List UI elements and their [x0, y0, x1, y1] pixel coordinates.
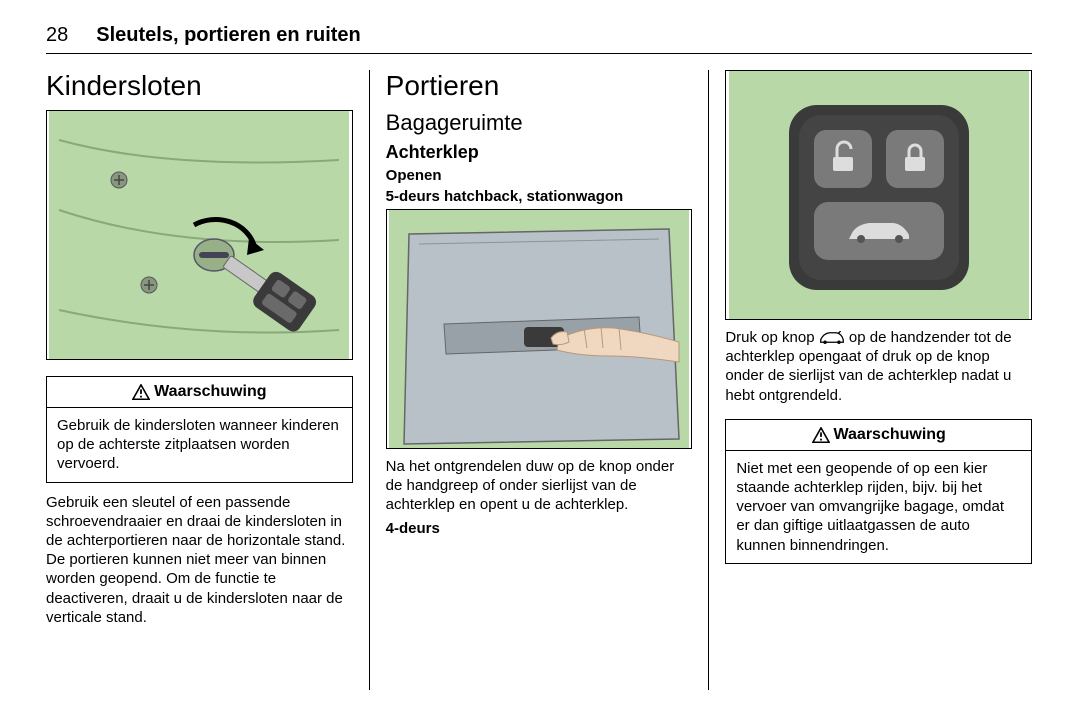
warning-title-1: Waarschuwing — [154, 383, 266, 401]
col1-heading: Kindersloten — [46, 70, 353, 102]
col1-body: Gebruik een sleutel of een passende schr… — [46, 493, 353, 627]
warning-icon — [132, 384, 150, 400]
col2-open-label: Openen — [386, 167, 693, 186]
col2-variant1: 5-deurs hatchback, stationwagon — [386, 188, 693, 207]
chapter-title: Sleutels, portieren en ruiten — [96, 24, 361, 47]
figure-remote-key — [725, 70, 1032, 320]
warning-icon — [812, 427, 830, 443]
column-2: Portieren Bagageruimte Achterklep Openen… — [370, 70, 709, 690]
warning-body-1: Gebruik de kindersloten wanneer kinderen… — [47, 408, 352, 482]
page-header: 28 Sleutels, portieren en ruiten — [46, 24, 1032, 47]
column-1: Kindersloten — [46, 70, 369, 690]
warning-body-2: Niet met een geopende of op een kier sta… — [726, 451, 1031, 563]
col3-body1a: Druk op knop — [725, 329, 818, 346]
car-trunk-icon — [819, 331, 845, 345]
warning-title-2: Waarschuwing — [834, 426, 946, 444]
page: 28 Sleutels, portieren en ruiten Kinders… — [0, 0, 1078, 710]
warning-head-1: Waarschuwing — [47, 377, 352, 408]
col3-body1: Druk op knop op de handzender tot de ach… — [725, 328, 1032, 405]
col2-subheading: Bagageruimte — [386, 110, 693, 136]
warning-head-2: Waarschuwing — [726, 420, 1031, 451]
figure-childlock — [46, 110, 353, 360]
warning-box-1: Waarschuwing Gebruik de kindersloten wan… — [46, 376, 353, 483]
column-3: Druk op knop op de handzender tot de ach… — [709, 70, 1032, 690]
page-number: 28 — [46, 24, 68, 47]
col2-heading: Portieren — [386, 70, 693, 102]
col2-variant2: 4-deurs — [386, 520, 693, 539]
col2-body1: Na het ontgrendelen duw op de knop onder… — [386, 457, 693, 515]
warning-box-2: Waarschuwing Niet met een geopende of op… — [725, 419, 1032, 564]
columns: Kindersloten — [46, 70, 1032, 690]
figure-tailgate — [386, 209, 693, 449]
col2-subsub: Achterklep — [386, 142, 693, 163]
header-rule — [46, 53, 1032, 54]
